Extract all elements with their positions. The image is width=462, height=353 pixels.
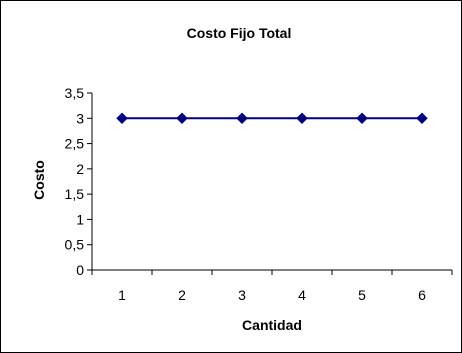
x-tick-label: 2 xyxy=(178,287,186,303)
data-point xyxy=(116,112,128,124)
data-point xyxy=(296,112,308,124)
y-tick-label: 3,5 xyxy=(65,85,85,101)
y-axis-label: Costo xyxy=(31,160,47,200)
x-tick-label: 5 xyxy=(358,287,366,303)
y-tick-label: 2 xyxy=(76,161,84,177)
x-tick-label: 4 xyxy=(298,287,306,303)
data-point xyxy=(356,112,368,124)
chart-title: Costo Fijo Total xyxy=(187,25,292,41)
x-tick-label: 3 xyxy=(238,287,246,303)
y-tick-label: 1,5 xyxy=(65,186,85,202)
x-axis-label: Cantidad xyxy=(242,317,302,333)
data-point xyxy=(416,112,428,124)
y-tick-label: 2,5 xyxy=(65,136,85,152)
y-tick-label: 3 xyxy=(76,110,84,126)
y-tick-label: 0,5 xyxy=(65,237,85,253)
data-point xyxy=(236,112,248,124)
plot-area: 0 0,5 1 1,5 2 2,5 3 3,5 1 2 3 4 5 6 xyxy=(65,85,453,303)
y-tick-label: 0 xyxy=(76,262,84,278)
y-tick-label: 1 xyxy=(76,211,84,227)
x-tick-label: 1 xyxy=(118,287,126,303)
x-tick-label: 6 xyxy=(418,287,426,303)
data-point xyxy=(176,112,188,124)
